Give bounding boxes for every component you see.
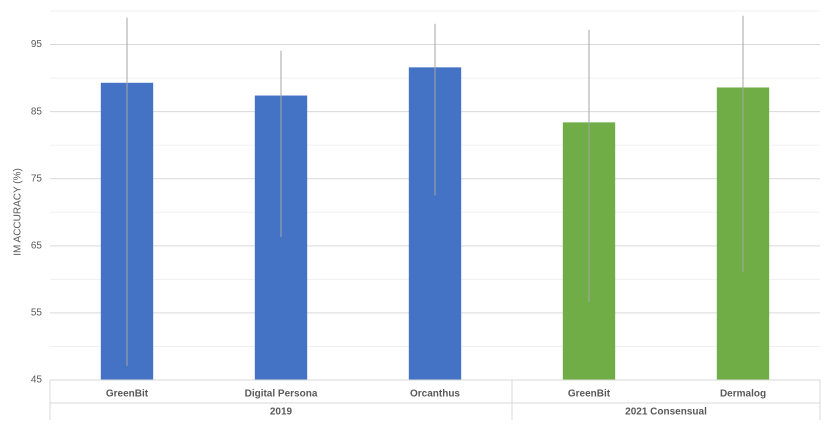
group-label: 2021 Consensual [625, 407, 707, 418]
x-tick-label: Orcanthus [410, 389, 460, 400]
x-tick-label: Digital Persona [245, 389, 318, 400]
y-tick-label: 55 [31, 308, 43, 319]
group-label: 2019 [270, 407, 293, 418]
y-tick-label: 85 [31, 106, 43, 117]
y-tick-label: 65 [31, 240, 43, 251]
y-tick-label: 45 [31, 375, 43, 386]
y-tick-label: 75 [31, 173, 43, 184]
x-tick-label: GreenBit [568, 389, 611, 400]
x-tick-label: Dermalog [720, 389, 766, 400]
y-tick-label: 95 [31, 39, 43, 50]
x-tick-label: GreenBit [106, 389, 149, 400]
y-axis-label: IM ACCURACY (%) [13, 168, 24, 256]
